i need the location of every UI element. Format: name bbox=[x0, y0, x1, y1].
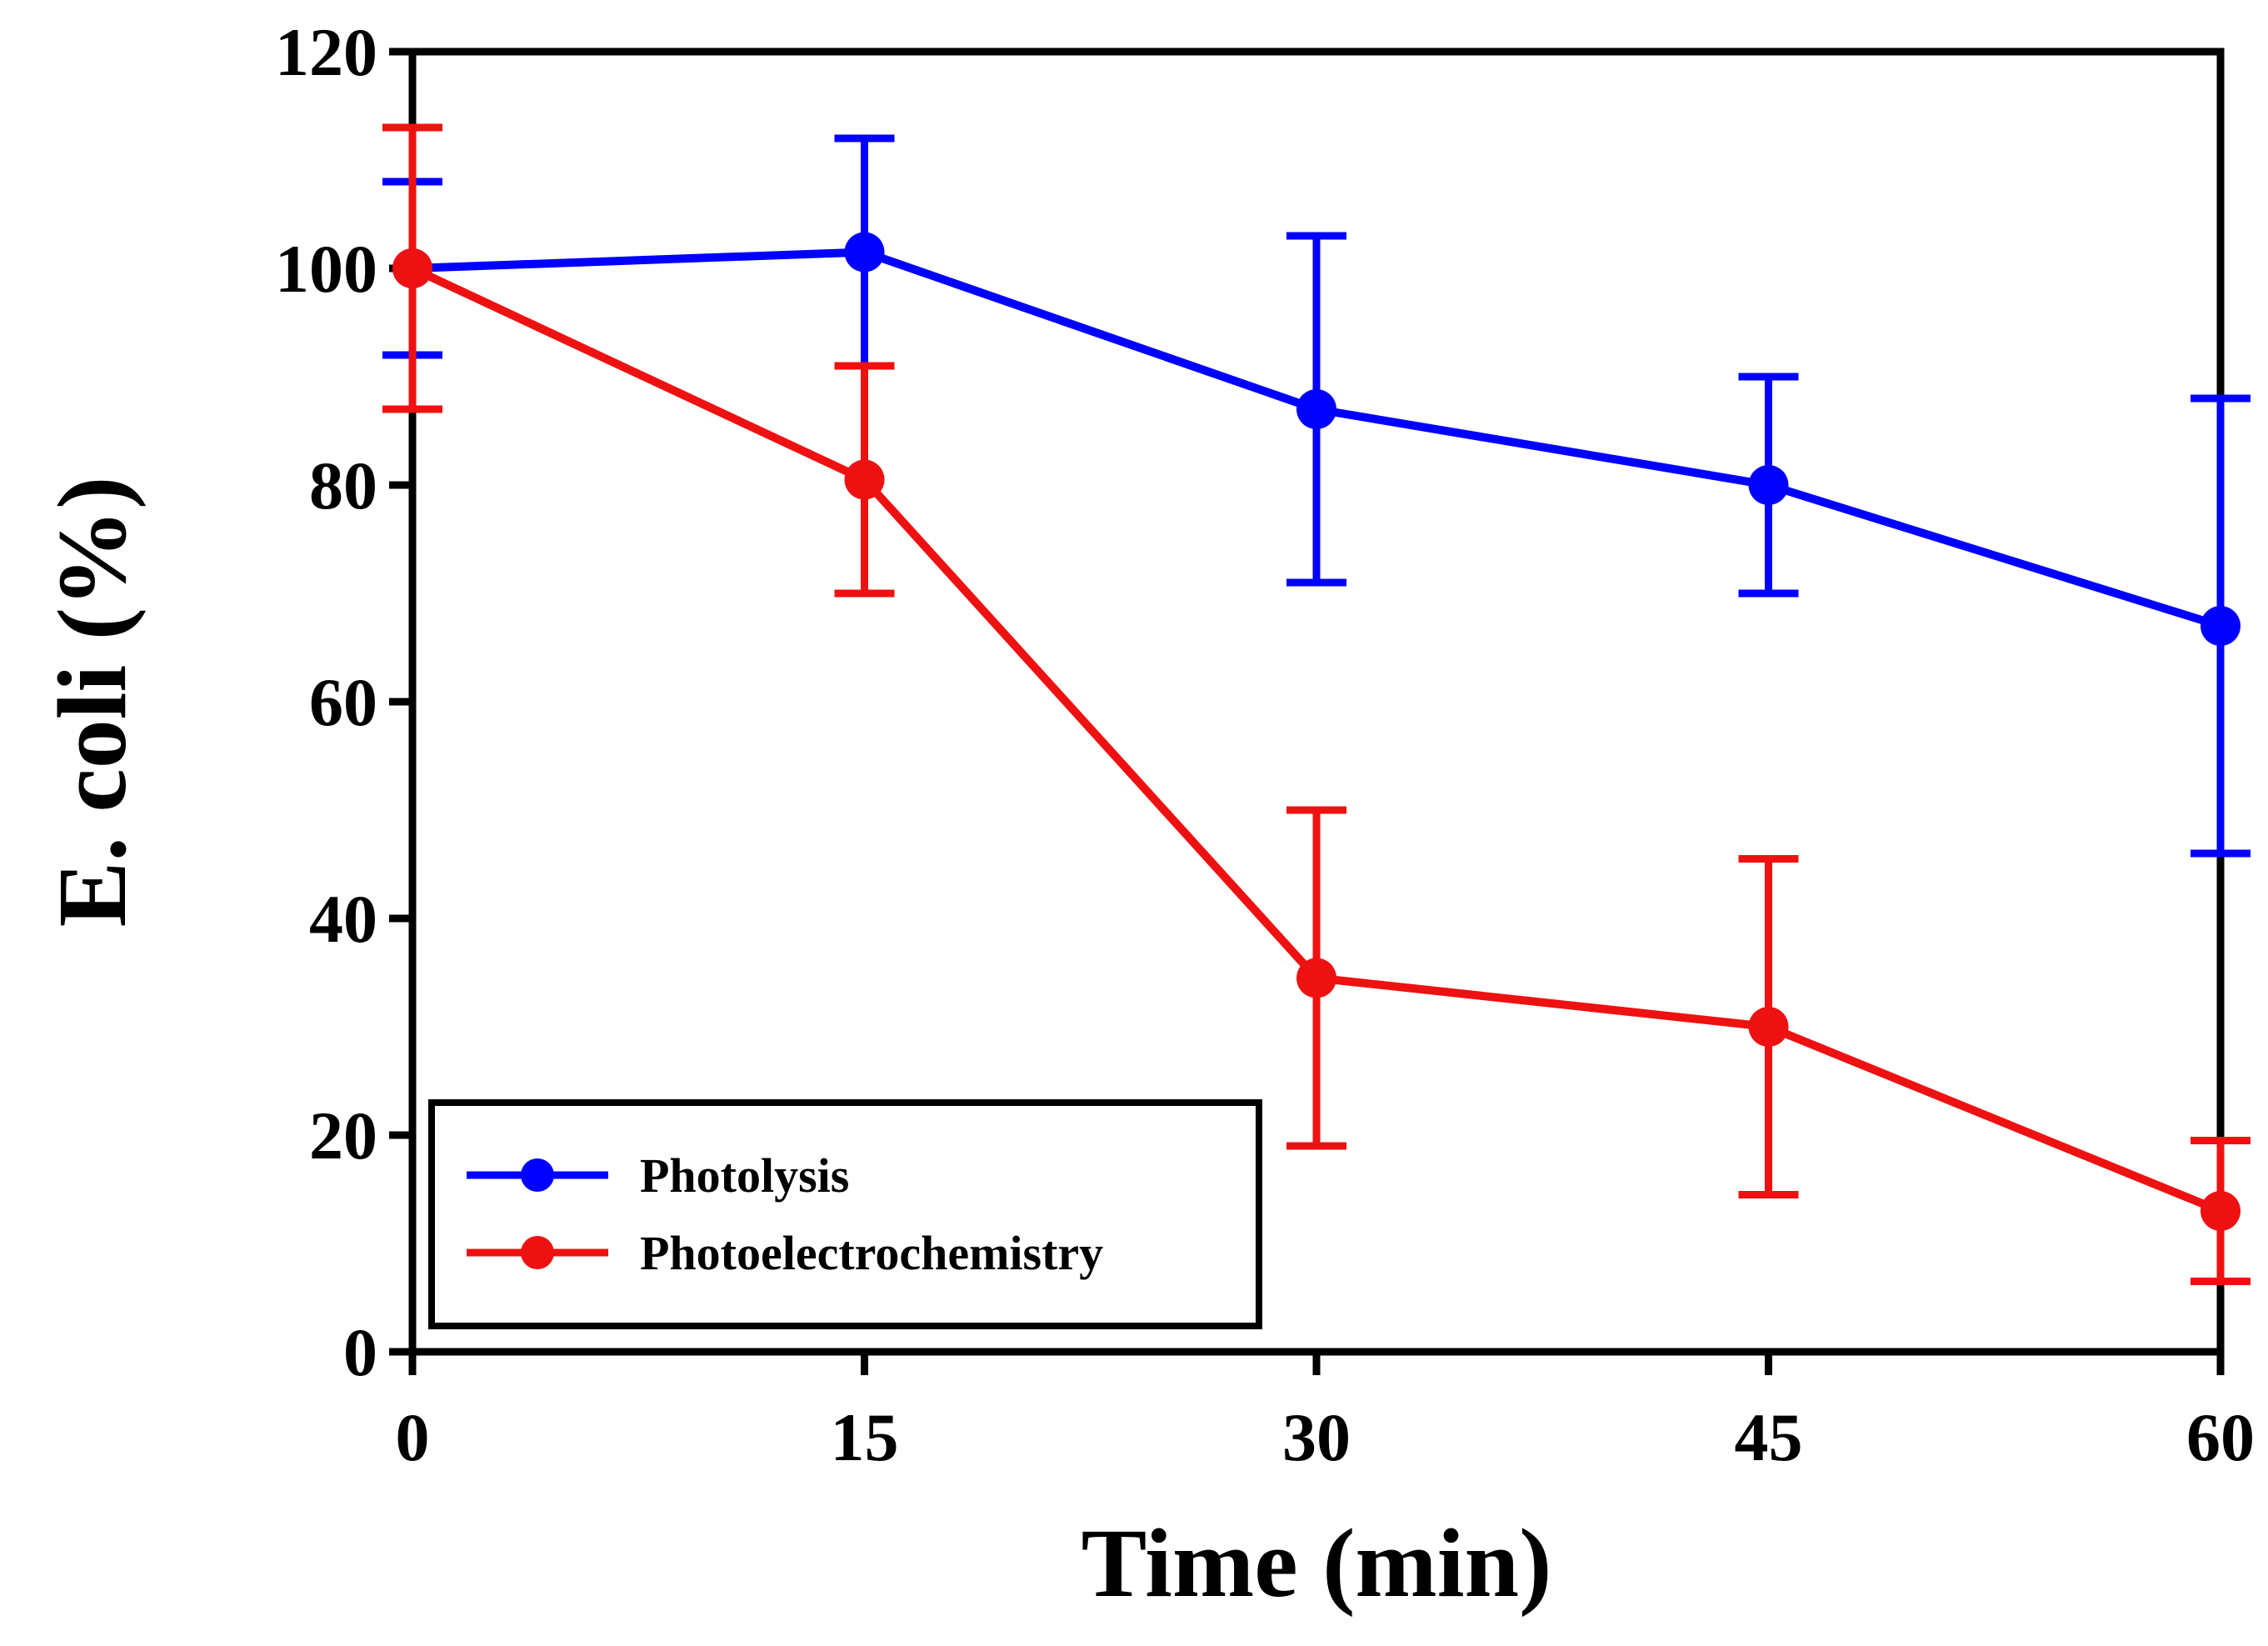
x-tick-label: 0 bbox=[396, 1399, 430, 1475]
x-tick-label: 30 bbox=[1282, 1399, 1351, 1475]
data-point-photoelectrochemistry bbox=[2201, 1191, 2241, 1231]
x-axis-ticks: 0 15 30 45 60 bbox=[396, 1352, 2255, 1475]
y-tick-label: 60 bbox=[309, 664, 377, 740]
y-tick-label: 80 bbox=[309, 448, 377, 523]
data-point-photolysis bbox=[2201, 606, 2241, 646]
legend-marker-photoelectrochemistry bbox=[521, 1236, 554, 1269]
data-point-photoelectrochemistry bbox=[392, 248, 432, 288]
data-point-photolysis bbox=[844, 232, 885, 273]
y-tick-label: 120 bbox=[275, 14, 377, 90]
data-point-photolysis bbox=[1748, 465, 1789, 505]
y-axis-title: E. coli (%) bbox=[37, 477, 147, 928]
data-point-photolysis bbox=[1296, 389, 1336, 429]
legend: Photolysis Photoelectrochemistry bbox=[428, 1099, 1262, 1329]
y-tick-label: 20 bbox=[309, 1098, 377, 1173]
x-tick-label: 45 bbox=[1735, 1399, 1803, 1475]
data-point-photoelectrochemistry bbox=[844, 459, 885, 500]
x-axis-title: Time (min) bbox=[1082, 1508, 1552, 1618]
data-point-photoelectrochemistry bbox=[1296, 958, 1336, 998]
legend-label-photolysis: Photolysis bbox=[640, 1148, 849, 1203]
y-tick-label: 0 bbox=[343, 1314, 377, 1390]
x-tick-label: 60 bbox=[2186, 1399, 2255, 1475]
y-axis-ticks: 0 20 40 60 80 100 120 bbox=[275, 14, 412, 1390]
data-point-photoelectrochemistry bbox=[1748, 1007, 1789, 1047]
legend-box bbox=[428, 1099, 1262, 1329]
legend-marker-photolysis bbox=[521, 1158, 554, 1192]
y-tick-label: 40 bbox=[309, 881, 377, 957]
legend-label-photoelectrochemistry: Photoelectrochemistry bbox=[640, 1226, 1103, 1280]
y-tick-label: 100 bbox=[275, 231, 377, 307]
series-layer bbox=[382, 123, 2251, 1285]
x-tick-label: 15 bbox=[831, 1399, 899, 1475]
series-photoelectrochemistry bbox=[382, 123, 2251, 1285]
